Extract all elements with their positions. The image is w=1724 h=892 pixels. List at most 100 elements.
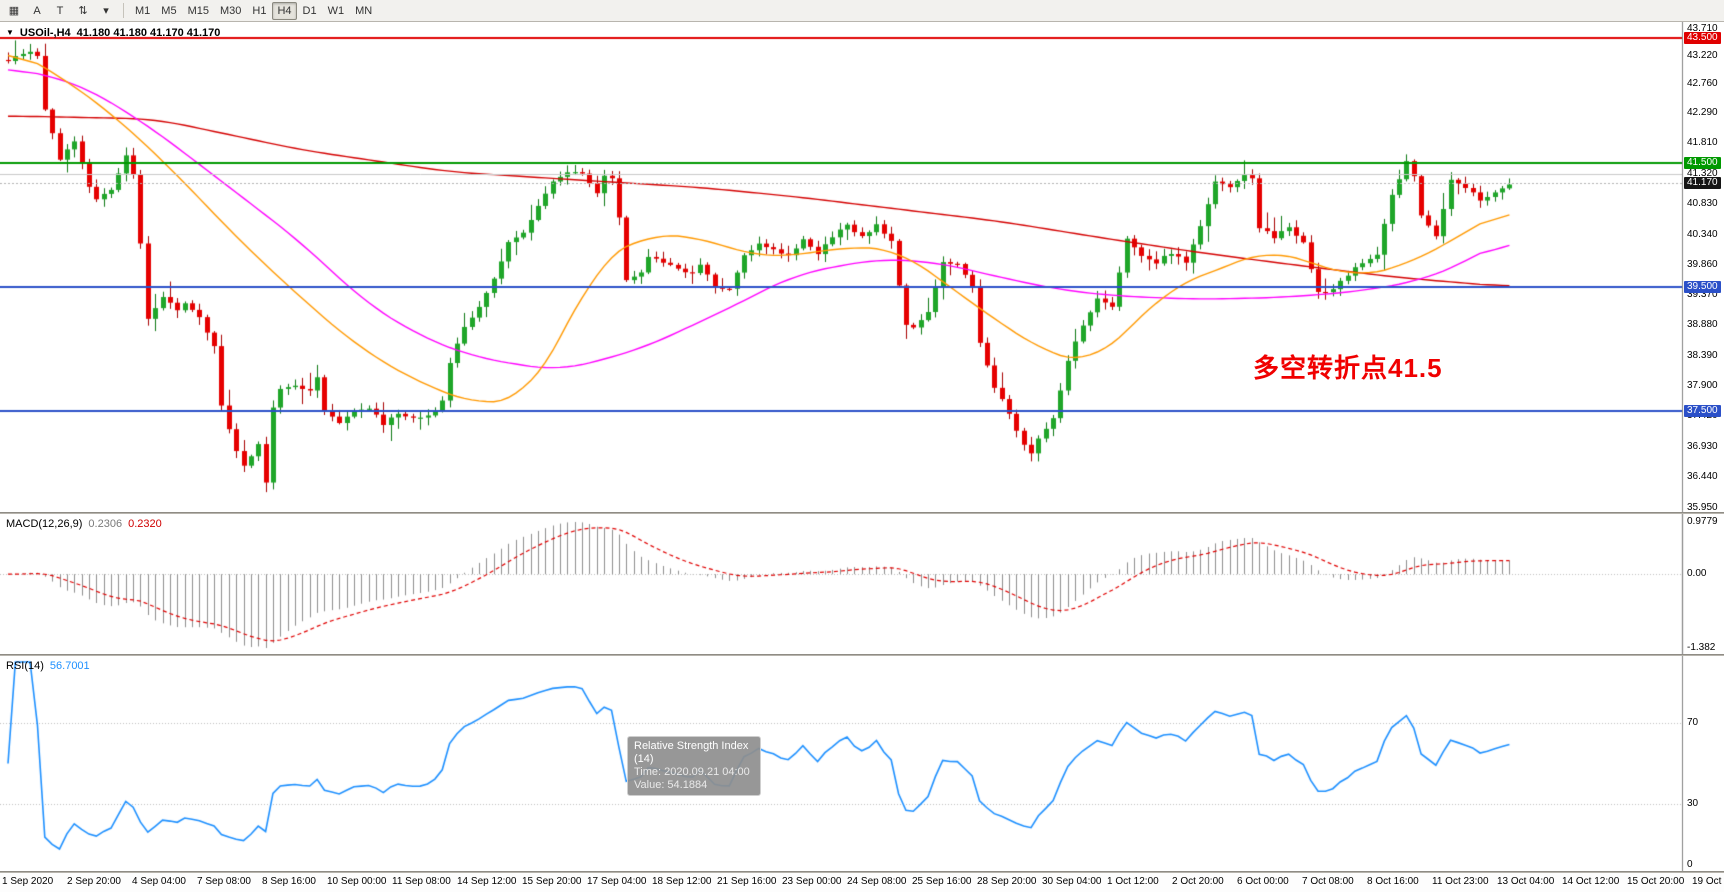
panel-splitter[interactable] [0, 871, 1724, 873]
macd-panel: MACD(12,26,9) 0.2306 0.2320 0.9779 0.00 -1… [0, 514, 1724, 654]
time-label: 8 Oct 16:00 [1367, 876, 1419, 887]
macd-main-value: 0.2306 [88, 518, 123, 530]
price-axis-label: 36.930 [1687, 440, 1718, 452]
time-label: 7 Sep 08:00 [197, 876, 251, 887]
chart-title: ▼ USOil-,H4 41.180 41.180 41.170 41.170 [6, 27, 220, 39]
time-label: 2 Oct 20:00 [1172, 876, 1224, 887]
macd-axis-label: -1.382 [1687, 642, 1716, 653]
price-axis-label: 43.220 [1687, 49, 1718, 61]
time-label: 21 Sep 16:00 [717, 876, 777, 887]
time-label: 19 Oct 00:00 [1692, 876, 1724, 887]
scale-arrows-icon[interactable]: ⇅ [72, 2, 94, 20]
t-tool-icon[interactable]: T [49, 2, 71, 20]
a-tool-icon[interactable]: A [26, 2, 48, 20]
time-label: 28 Sep 20:00 [977, 876, 1037, 887]
time-label: 18 Sep 12:00 [652, 876, 712, 887]
chart-ohlc-values: 41.180 41.180 41.170 41.170 [76, 27, 221, 39]
price-badge: 37.500 [1684, 405, 1721, 418]
price-axis-label: 35.950 [1687, 501, 1718, 512]
rsi-canvas[interactable] [0, 656, 1724, 871]
price-axis-label: 40.340 [1687, 228, 1718, 240]
timeframe-m5[interactable]: M5 [156, 2, 181, 20]
macd-axis-label: 0.9779 [1687, 516, 1718, 527]
timeframe-m1[interactable]: M1 [130, 2, 155, 20]
time-label: 14 Sep 12:00 [457, 876, 517, 887]
timeframe-m30[interactable]: M30 [215, 2, 246, 20]
time-label: 8 Sep 16:00 [262, 876, 316, 887]
price-axis-label: 38.880 [1687, 319, 1718, 331]
price-axis-label: 36.440 [1687, 471, 1718, 483]
macd-axis-label: 0.00 [1687, 568, 1707, 580]
rsi-axis-label: 70 [1687, 716, 1699, 728]
timeframe-buttons: M1 M5 M15 M30 H1 H4 D1 W1 MN [130, 1, 377, 20]
timeframe-h4[interactable]: H4 [272, 1, 297, 20]
time-label: 14 Oct 12:00 [1562, 876, 1620, 887]
toolbar-separator [123, 3, 124, 18]
time-label: 7 Oct 08:00 [1302, 876, 1354, 887]
caret-down-icon[interactable]: ▾ [95, 2, 117, 20]
price-axis-label: 42.760 [1687, 78, 1718, 90]
time-label: 24 Sep 08:00 [847, 876, 907, 887]
macd-signal-value: 0.2320 [128, 518, 162, 530]
price-axis-label: 40.830 [1687, 198, 1718, 210]
macd-title: MACD(12,26,9) 0.2306 0.2320 [6, 518, 162, 530]
tooltip-indicator-name: Relative Strength Index [634, 740, 749, 752]
price-axis-label: 39.370 [1687, 288, 1718, 300]
time-label: 4 Sep 04:00 [132, 876, 186, 887]
timeframe-mn[interactable]: MN [350, 2, 377, 20]
time-label: 15 Oct 20:00 [1627, 876, 1685, 887]
timeframe-h1[interactable]: H1 [247, 2, 271, 20]
macd-canvas[interactable] [0, 514, 1724, 654]
price-axis-label: 41.810 [1687, 137, 1718, 149]
price-axis-label: 38.390 [1687, 349, 1718, 361]
price-axis-label: 42.290 [1687, 107, 1718, 119]
macd-label: MACD(12,26,9) [6, 518, 83, 530]
chart-dropdown-icon[interactable]: ▼ [6, 27, 14, 37]
price-badge: 43.500 [1684, 32, 1721, 45]
time-label: 15 Sep 20:00 [522, 876, 582, 887]
toolbar: ▦ A T ⇅ ▾ M1 M5 M15 M30 H1 H4 D1 W1 MN [0, 0, 1724, 22]
chart-grid-icon[interactable]: ▦ [3, 2, 25, 20]
price-badge: 41.500 [1684, 156, 1721, 169]
time-label: 11 Sep 08:00 [392, 876, 451, 887]
timeframe-d1[interactable]: D1 [298, 2, 322, 20]
tooltip-indicator-period: (14) [634, 753, 654, 765]
price-axis-label: 41.320 [1687, 167, 1718, 179]
rsi-label: RSI(14) [6, 660, 44, 672]
main-chart-canvas[interactable] [0, 22, 1724, 512]
time-label: 6 Oct 00:00 [1237, 876, 1289, 887]
time-label: 1 Oct 12:00 [1107, 876, 1159, 887]
rsi-title: RSI(14) 56.7001 [6, 660, 90, 672]
time-label: 11 Oct 23:00 [1432, 876, 1489, 887]
rsi-axis-label: 0 [1687, 859, 1693, 870]
time-label: 30 Sep 04:00 [1042, 876, 1102, 887]
rsi-axis-label: 30 [1687, 798, 1699, 810]
indicator-tooltip: Relative Strength Index (14) Time: 2020.… [627, 736, 761, 796]
rsi-value: 56.7001 [49, 660, 90, 672]
time-label: 17 Sep 04:00 [587, 876, 647, 887]
time-label: 23 Sep 00:00 [782, 876, 842, 887]
price-axis-label: 37.900 [1687, 380, 1718, 392]
price-axis-label: 43.710 [1687, 23, 1718, 34]
timeframe-m15[interactable]: M15 [183, 2, 214, 20]
price-badge: 39.500 [1684, 280, 1721, 293]
time-label: 2 Sep 20:00 [67, 876, 121, 887]
chart-annotation-text: 多空转折点41.5 [1253, 353, 1443, 383]
rsi-panel: RSI(14) 56.7001 Relative Strength Index … [0, 656, 1724, 871]
timeframe-w1[interactable]: W1 [323, 2, 350, 20]
main-chart-panel: ▼ USOil-,H4 41.180 41.180 41.170 41.170 … [0, 22, 1724, 512]
tooltip-value: Value: 54.1884 [634, 779, 708, 791]
chart-symbol-period: USOil-,H4 [19, 27, 71, 39]
time-label: 13 Oct 04:00 [1497, 876, 1555, 887]
time-label: 25 Sep 16:00 [912, 876, 972, 887]
time-label: 1 Sep 2020 [2, 876, 54, 887]
time-label: 10 Sep 00:00 [327, 876, 387, 887]
panel-splitter[interactable] [0, 512, 1724, 514]
panel-splitter[interactable] [0, 654, 1724, 656]
time-axis[interactable]: 1 Sep 2020 2 Sep 20:00 4 Sep 04:00 7 Sep 08… [0, 873, 1724, 892]
toolbar-icons: ▦ A T ⇅ ▾ [3, 2, 117, 20]
price-badge: 41.170 [1684, 177, 1721, 190]
price-axis-label: 39.860 [1687, 258, 1718, 270]
tooltip-time: Time: 2020.09.21 04:00 [634, 766, 750, 778]
